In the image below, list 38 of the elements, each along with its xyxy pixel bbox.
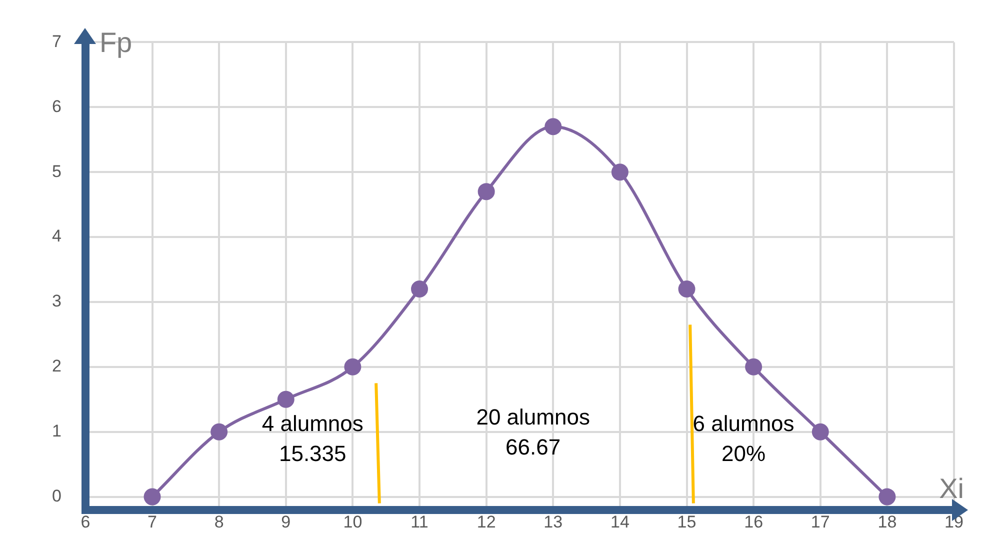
- y-tick-label: 2: [52, 356, 62, 376]
- point: [812, 423, 829, 440]
- point: [478, 183, 495, 200]
- x-tick-label: 12: [476, 512, 496, 532]
- y-tick-label: 4: [52, 226, 62, 246]
- x-tick-label: 15: [677, 512, 696, 532]
- x-tick-label: 6: [80, 512, 90, 532]
- x-tick-label: 7: [148, 512, 157, 532]
- annotation: 6 alumnos 20%: [692, 411, 794, 466]
- x-tick-label: 10: [343, 512, 362, 532]
- y-tick-label: 5: [52, 162, 62, 181]
- point: [745, 358, 762, 376]
- point: [277, 390, 294, 408]
- point: [544, 118, 562, 136]
- x-tick-label: 11: [410, 512, 428, 532]
- x-tick-label: 16: [744, 512, 764, 532]
- x-tick-label: 17: [810, 512, 830, 532]
- y-tick-label: 1: [52, 422, 62, 441]
- point: [878, 488, 896, 506]
- x-tick-label: 8: [214, 512, 224, 532]
- y-tick-label: 3: [52, 292, 62, 311]
- x-tick-label: 9: [281, 512, 291, 532]
- annotation: 4 alumnos 15.335: [262, 411, 364, 466]
- point: [411, 280, 428, 298]
- x-tick-label: 14: [610, 512, 630, 532]
- y-axis-title: Fp: [99, 27, 132, 58]
- x-axis-title: Xi: [939, 472, 964, 504]
- point: [144, 488, 161, 506]
- y-tick-label: 7: [52, 32, 62, 51]
- point: [611, 164, 628, 181]
- y-tick-label: 0: [52, 486, 62, 506]
- x-tick-label: 13: [544, 512, 563, 532]
- point: [210, 423, 228, 440]
- point: [678, 280, 696, 298]
- annotation: 20 alumnos 66.67: [476, 404, 590, 460]
- y-tick-label: 6: [52, 96, 62, 116]
- x-tick-label: 18: [878, 512, 897, 532]
- point: [344, 358, 362, 376]
